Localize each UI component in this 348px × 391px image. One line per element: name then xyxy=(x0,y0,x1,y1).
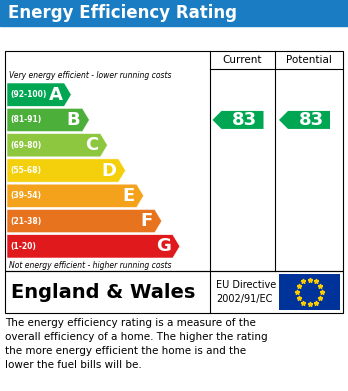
Text: (21-38): (21-38) xyxy=(10,217,41,226)
Polygon shape xyxy=(279,111,330,129)
Bar xyxy=(0,0,348,26)
Text: Energy Efficiency Rating: Energy Efficiency Rating xyxy=(8,4,237,22)
Text: B: B xyxy=(67,111,80,129)
Bar xyxy=(5,51,343,271)
Polygon shape xyxy=(7,210,162,233)
Text: C: C xyxy=(85,136,98,154)
Text: Not energy efficient - higher running costs: Not energy efficient - higher running co… xyxy=(9,260,172,269)
Text: E: E xyxy=(122,187,135,205)
Text: Current: Current xyxy=(223,55,262,65)
Polygon shape xyxy=(7,83,71,106)
Text: England & Wales: England & Wales xyxy=(11,283,195,301)
Text: 83: 83 xyxy=(232,111,257,129)
Text: The energy efficiency rating is a measure of the
overall efficiency of a home. T: The energy efficiency rating is a measur… xyxy=(5,318,268,370)
Text: (69-80): (69-80) xyxy=(10,141,41,150)
Text: F: F xyxy=(141,212,153,230)
Text: EU Directive
2002/91/EC: EU Directive 2002/91/EC xyxy=(216,280,276,303)
Text: A: A xyxy=(48,86,62,104)
Text: Very energy efficient - lower running costs: Very energy efficient - lower running co… xyxy=(9,71,172,80)
Text: (92-100): (92-100) xyxy=(10,90,46,99)
Text: (1-20): (1-20) xyxy=(10,242,36,251)
Text: Potential: Potential xyxy=(286,55,332,65)
Text: D: D xyxy=(102,161,117,179)
Polygon shape xyxy=(7,134,108,157)
Text: G: G xyxy=(156,237,171,255)
Polygon shape xyxy=(7,159,126,182)
Bar xyxy=(5,271,343,313)
Text: (81-91): (81-91) xyxy=(10,115,41,124)
Text: 83: 83 xyxy=(299,111,324,129)
Polygon shape xyxy=(213,111,263,129)
Polygon shape xyxy=(7,108,89,131)
Bar xyxy=(279,274,340,310)
Polygon shape xyxy=(7,184,144,208)
Text: (39-54): (39-54) xyxy=(10,191,41,200)
Polygon shape xyxy=(7,235,180,258)
Text: (55-68): (55-68) xyxy=(10,166,41,175)
